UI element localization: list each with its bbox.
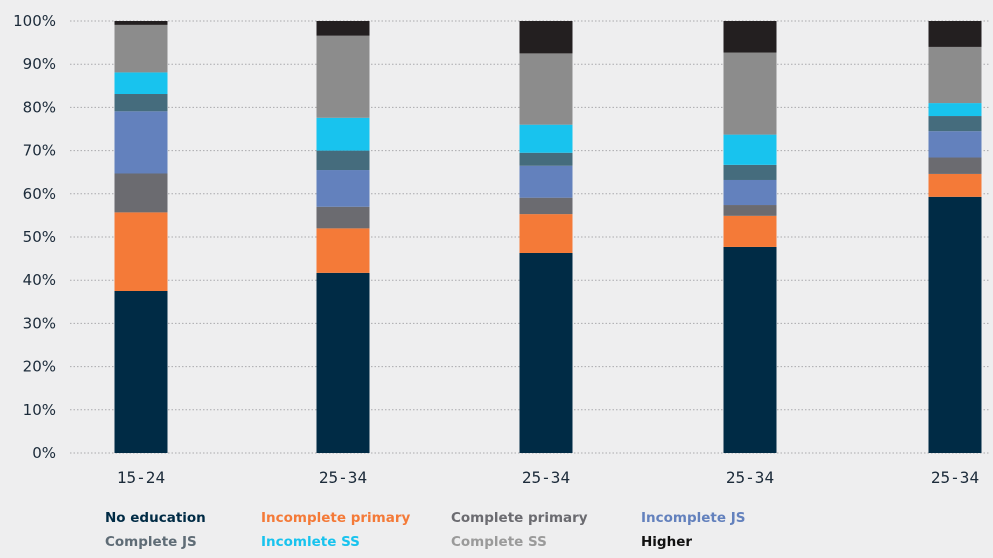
x-tick-label: 25-34 (726, 468, 774, 487)
bar-segment (316, 272, 370, 453)
bar-segment (519, 124, 573, 153)
bar-segment (316, 170, 370, 207)
bar-segment (723, 215, 777, 247)
bar-segment (723, 21, 777, 53)
bar-segment (519, 53, 573, 125)
bar-stack (519, 21, 573, 453)
y-tick-label: 50% (23, 228, 56, 246)
bar-segment (723, 205, 777, 216)
bar-segment (114, 21, 168, 25)
x-axis-ticks: 15-24 25-34 25-34 25-34 25-34 (117, 468, 979, 487)
bar-segment (928, 103, 982, 117)
bar-segment (316, 21, 370, 36)
y-axis-ticks: 0% 10% 20% 30% 40% 50% 60% 70% 80% 90% 100% (13, 12, 56, 462)
bar-segment (114, 173, 168, 213)
bar-segment (519, 21, 573, 54)
bar-segment (723, 246, 777, 453)
bar-stack (723, 21, 777, 453)
bar-stack (114, 21, 168, 453)
stacked-bar-chart: 0% 10% 20% 30% 40% 50% 60% 70% 80% 90% 100% 15-24 2… (13, 12, 990, 487)
bar-segment (114, 24, 168, 73)
y-tick-label: 10% (23, 401, 56, 419)
bar-segment (519, 165, 573, 198)
legend-item-complete-primary: Complete primary (451, 510, 588, 526)
legend-item-higher: Higher (641, 534, 693, 550)
legend-item-no-education: No education (105, 510, 206, 526)
y-tick-label: 90% (23, 55, 56, 73)
bar-segment (723, 134, 777, 165)
bar-segment (114, 111, 168, 174)
x-tick-label: 25-34 (522, 468, 570, 487)
bar-segment (519, 152, 573, 166)
bar-segment (928, 157, 982, 174)
bar-segment (723, 52, 777, 135)
bar-segment (928, 173, 982, 197)
bar-stack (928, 21, 982, 453)
bar-segment (114, 94, 168, 112)
bar-segment (928, 196, 982, 453)
bar-segment (519, 197, 573, 215)
y-tick-label: 60% (23, 185, 56, 203)
x-tick-label: 25-34 (931, 468, 979, 487)
legend-item-incomplete-primary: Incomplete primary (261, 510, 411, 526)
y-tick-label: 80% (23, 98, 56, 116)
legend-item-complete-js: Complete JS (105, 534, 197, 550)
y-tick-label: 100% (13, 12, 56, 30)
y-tick-label: 70% (23, 142, 56, 160)
bar-segment (114, 72, 168, 95)
bar-segment (316, 228, 370, 273)
legend-item-incomplete-ss: Incomlete SS (261, 534, 360, 550)
bar-segment (519, 214, 573, 253)
bar-segment (928, 21, 982, 47)
bar-segment (316, 150, 370, 171)
bar-segment (928, 131, 982, 158)
bar-segment (519, 252, 573, 453)
bar-segment (928, 46, 982, 104)
bar-segment (316, 206, 370, 229)
y-tick-label: 30% (23, 314, 56, 332)
bar-stack (316, 21, 370, 453)
x-tick-label: 15-24 (117, 468, 165, 487)
x-tick-label: 25-34 (319, 468, 367, 487)
bar-segment (316, 117, 370, 151)
bars (114, 21, 982, 453)
y-tick-label: 20% (23, 358, 56, 376)
bar-segment (114, 212, 168, 291)
bar-segment (114, 291, 168, 453)
legend-item-complete-ss: Complete SS (451, 534, 547, 550)
y-tick-label: 0% (32, 444, 56, 462)
bar-segment (723, 179, 777, 206)
legend: No education Incomplete primary Complete… (105, 510, 841, 550)
bar-segment (928, 116, 982, 132)
bar-segment (316, 35, 370, 118)
legend-item-incomplete-js: Incomplete JS (641, 510, 746, 526)
bar-segment (723, 164, 777, 180)
y-tick-label: 40% (23, 271, 56, 289)
